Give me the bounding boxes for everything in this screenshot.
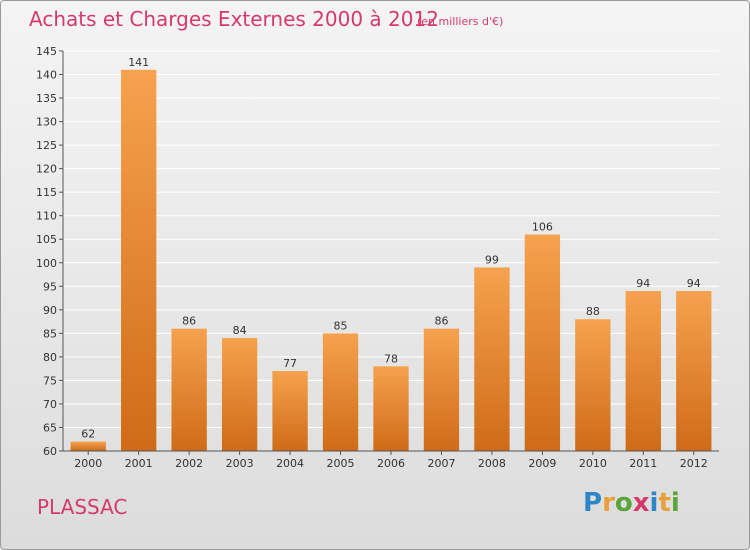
x-tick-label: 2005: [327, 457, 355, 470]
y-axis: 60 65 70 75 80 85 90 95 100 105 110 115 120 125 130 135…: [36, 45, 64, 458]
logo-letter: i: [670, 488, 680, 518]
bar-value-label: 94: [636, 277, 650, 290]
proxiti-logo: Proxiti: [583, 488, 680, 518]
bar: [423, 328, 460, 451]
y-tick-label: 60: [43, 445, 57, 458]
y-tick-label: 85: [43, 327, 57, 340]
y-tick-label: 145: [36, 45, 57, 58]
chart-subtitle: (en milliers d'€): [417, 15, 504, 28]
bar: [625, 291, 661, 451]
y-tick-label: 100: [36, 257, 57, 270]
y-tick-label: 115: [36, 186, 57, 199]
x-tick-label: 2010: [579, 457, 607, 470]
x-tick-label: 2002: [175, 457, 203, 470]
bar: [575, 319, 611, 451]
x-tick-label: 2007: [427, 457, 455, 470]
x-tick-label: 2003: [226, 457, 254, 470]
x-tick-label: 2000: [74, 457, 102, 470]
y-tick-label: 95: [43, 280, 57, 293]
y-tick-label: 90: [43, 304, 57, 317]
x-tick-label: 2008: [478, 457, 506, 470]
bar-value-label: 106: [532, 221, 553, 234]
y-tick-label: 135: [36, 92, 57, 105]
bar: [373, 366, 409, 451]
logo-letter: o: [614, 488, 633, 518]
y-tick-label: 130: [36, 116, 57, 129]
bar: [70, 441, 106, 451]
x-tick-label: 2001: [125, 457, 153, 470]
x-tick-label: 2006: [377, 457, 405, 470]
y-tick-label: 110: [36, 210, 57, 223]
y-tick-label: 70: [43, 398, 57, 411]
bar: [272, 371, 308, 451]
bar: [524, 234, 561, 451]
bar: [221, 338, 258, 451]
logo-letter: t: [658, 488, 671, 518]
logo-letter: P: [583, 488, 603, 518]
bar-value-label: 78: [384, 352, 398, 365]
bar-value-label: 94: [687, 277, 701, 290]
bar: [676, 291, 712, 451]
y-tick-label: 140: [36, 69, 57, 82]
bar-value-label: 86: [182, 315, 196, 328]
place-name: PLASSAC: [37, 495, 128, 519]
bar: [171, 328, 207, 451]
bar-value-label: 88: [586, 305, 600, 318]
y-tick-label: 120: [36, 163, 57, 176]
x-axis: 2000 2001 2002 2003 2004 2005 2006 2007 2008 2009…: [63, 450, 719, 470]
logo-letter: r: [602, 488, 615, 518]
bar-value-label: 85: [334, 319, 348, 332]
y-tick-label: 65: [43, 421, 57, 434]
logo-letter: x: [632, 488, 650, 518]
x-tick-label: 2011: [629, 457, 657, 470]
y-tick-label: 125: [36, 139, 57, 152]
bar-value-label: 62: [81, 428, 95, 441]
x-tick-label: 2009: [528, 457, 556, 470]
bars: 62 141 86 84 77 85 78 86 99 106 88 94 94: [70, 56, 712, 451]
chart-title: Achats et Charges Externes 2000 à 2012: [29, 7, 439, 31]
x-tick-label: 2012: [680, 457, 708, 470]
bar-value-label: 86: [434, 315, 448, 328]
bar-value-label: 77: [283, 357, 297, 370]
bar-value-label: 141: [128, 56, 149, 69]
logo-letter: i: [649, 488, 659, 518]
y-tick-label: 80: [43, 351, 57, 364]
bar: [474, 267, 510, 451]
bar-value-label: 84: [233, 324, 247, 337]
x-tick-label: 2004: [276, 457, 304, 470]
y-tick-label: 75: [43, 374, 57, 387]
bar: [322, 333, 359, 451]
y-tick-label: 105: [36, 233, 57, 246]
bar: [121, 69, 157, 451]
bar-value-label: 99: [485, 253, 499, 266]
